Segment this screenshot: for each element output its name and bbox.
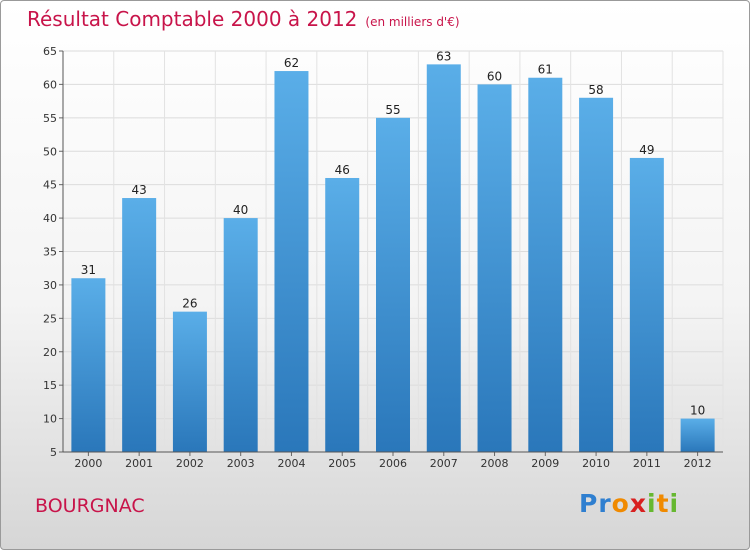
x-tick-label: 2009: [531, 457, 559, 470]
bar: [223, 218, 258, 452]
bar: [274, 71, 309, 453]
data-label: 46: [335, 163, 350, 177]
x-tick-label: 2006: [379, 457, 407, 470]
x-tick-label: 2011: [633, 457, 661, 470]
y-tick-label: 60: [43, 78, 57, 91]
logo-letter: i: [669, 489, 680, 518]
bar: [477, 84, 512, 453]
bar: [172, 311, 207, 452]
logo-letter: t: [656, 489, 670, 518]
x-tick-label: 2004: [277, 457, 305, 470]
x-tick-label: 2001: [125, 457, 153, 470]
y-tick-label: 5: [50, 446, 57, 459]
data-label: 61: [538, 63, 553, 77]
bar: [680, 418, 715, 452]
x-tick-label: 2007: [430, 457, 458, 470]
chart-subtitle: (en milliers d'€): [365, 15, 460, 29]
data-label: 26: [182, 297, 197, 311]
logo-letter: i: [647, 489, 657, 518]
bar: [376, 117, 410, 452]
logo-letter: P: [579, 489, 599, 518]
bar: [528, 77, 563, 452]
chart-title-text: Résultat Comptable 2000 à 2012: [27, 7, 358, 31]
data-label: 49: [639, 143, 654, 157]
y-tick-label: 55: [43, 112, 57, 125]
data-label: 40: [233, 203, 248, 217]
place-name: BOURGNAC: [35, 495, 145, 517]
y-tick-label: 35: [43, 246, 57, 259]
y-tick-label: 40: [43, 212, 57, 225]
bar: [426, 64, 461, 452]
x-tick-label: 2012: [684, 457, 712, 470]
x-tick-label: 2008: [481, 457, 509, 470]
data-label: 58: [588, 83, 603, 97]
y-tick-label: 10: [43, 413, 57, 426]
x-tick-label: 2003: [227, 457, 255, 470]
x-tick-label: 2000: [74, 457, 102, 470]
data-label: 10: [690, 404, 705, 418]
bar: [325, 177, 360, 452]
y-tick-label: 15: [43, 379, 57, 392]
data-label: 43: [132, 183, 147, 197]
bar: [629, 157, 664, 452]
bars: 31 43 26 40 62 46 55 63 60 61 58 49 10: [71, 49, 715, 453]
axes: 5 10 15 20 25 30 35 40 45 50 55 60 65 2000 2001 2002 200…: [43, 45, 723, 470]
logo-letter: o: [611, 489, 630, 518]
data-label: 63: [436, 49, 451, 63]
y-tick-label: 25: [43, 312, 57, 325]
data-label: 60: [487, 69, 502, 83]
bar: [122, 198, 157, 452]
y-tick-label: 45: [43, 179, 57, 192]
proxiti-logo: Proxiti: [579, 489, 679, 518]
bar: [579, 97, 614, 453]
y-tick-label: 20: [43, 346, 57, 359]
data-label: 62: [284, 56, 299, 70]
x-tick-label: 2005: [328, 457, 356, 470]
y-tick-label: 65: [43, 45, 57, 58]
logo-letter: x: [629, 489, 647, 518]
data-label: 31: [81, 263, 96, 277]
y-tick-label: 50: [43, 145, 57, 158]
y-tick-label: 30: [43, 279, 57, 292]
data-label: 55: [385, 103, 400, 117]
x-tick-label: 2002: [176, 457, 204, 470]
x-tick-label: 2010: [582, 457, 610, 470]
logo-letter: r: [598, 489, 612, 518]
chart-title: Résultat Comptable 2000 à 2012 (en millie…: [27, 7, 460, 31]
bar: [71, 278, 106, 452]
